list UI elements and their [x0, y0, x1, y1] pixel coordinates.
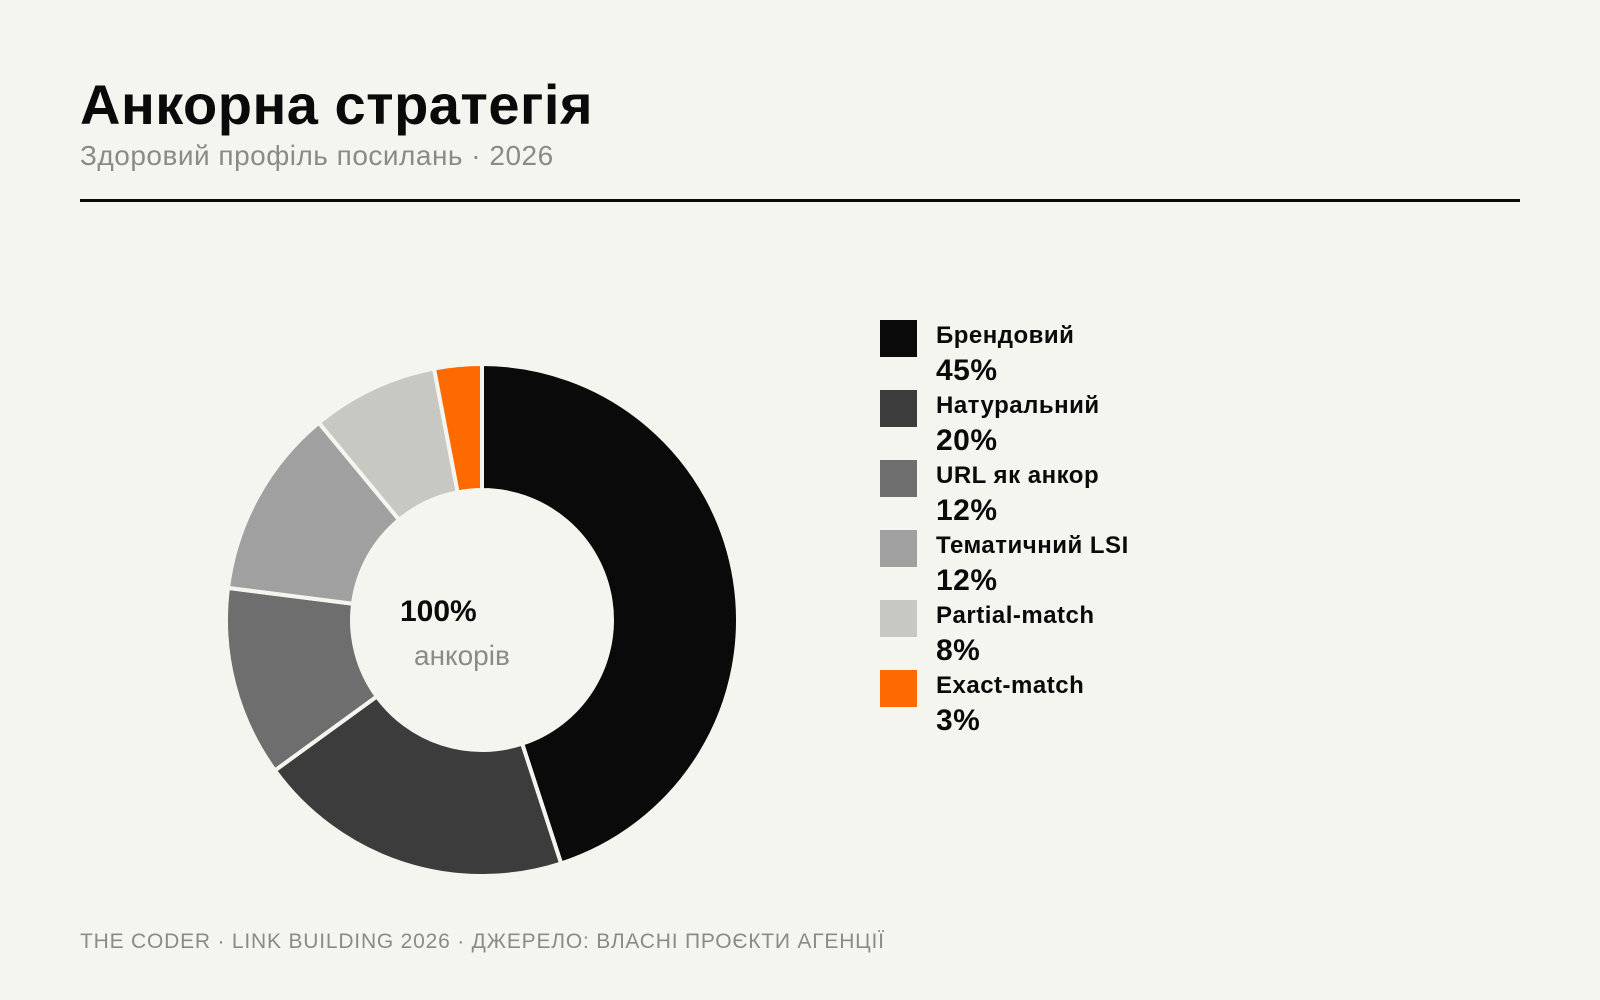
legend-item: Брендовий 45%: [880, 320, 1320, 390]
legend-label: Тематичний LSI: [936, 532, 1129, 559]
footer-source: THE CODER · LINK BUILDING 2026 · ДЖЕРЕЛО…: [80, 930, 885, 953]
legend-value: 20%: [936, 424, 998, 457]
legend-value: 45%: [936, 354, 998, 387]
donut-slice-6: [431, 361, 484, 495]
legend-item: Натуральний 20%: [880, 390, 1320, 460]
legend-item: URL як анкор 12%: [880, 460, 1320, 530]
legend-label: Брендовий: [936, 322, 1075, 349]
legend-item: Exact-match 3%: [880, 670, 1320, 740]
donut-slices: [224, 361, 740, 878]
legend-swatch: [880, 320, 917, 357]
legend-item: Partial-match 8%: [880, 600, 1320, 670]
legend-value: 12%: [936, 494, 998, 527]
legend-swatch: [880, 600, 917, 637]
chart-title: Анкорна стратегія: [80, 73, 594, 136]
legend-value: 8%: [936, 634, 981, 667]
donut-slice-1: [480, 361, 740, 866]
legend-label: Exact-match: [936, 672, 1085, 699]
header-divider: [80, 199, 1520, 202]
legend-swatch: [880, 460, 917, 497]
legend-item: Тематичний LSI 12%: [880, 530, 1320, 600]
legend-swatch: [880, 670, 917, 707]
legend-label: Натуральний: [936, 392, 1100, 419]
legend-label: URL як анкор: [936, 462, 1100, 489]
legend-label: Partial-match: [936, 602, 1095, 629]
legend: Брендовий 45% Натуральний 20% URL як анк…: [880, 320, 1320, 740]
donut-slice-2: [272, 693, 564, 878]
chart-subtitle: Здоровий профіль посилань · 2026: [80, 140, 554, 171]
legend-value: 3%: [936, 704, 981, 737]
legend-swatch: [880, 390, 917, 427]
legend-value: 12%: [936, 564, 998, 597]
legend-swatch: [880, 530, 917, 567]
center-value: 100%: [400, 595, 477, 628]
center-label: анкорів: [414, 640, 510, 671]
